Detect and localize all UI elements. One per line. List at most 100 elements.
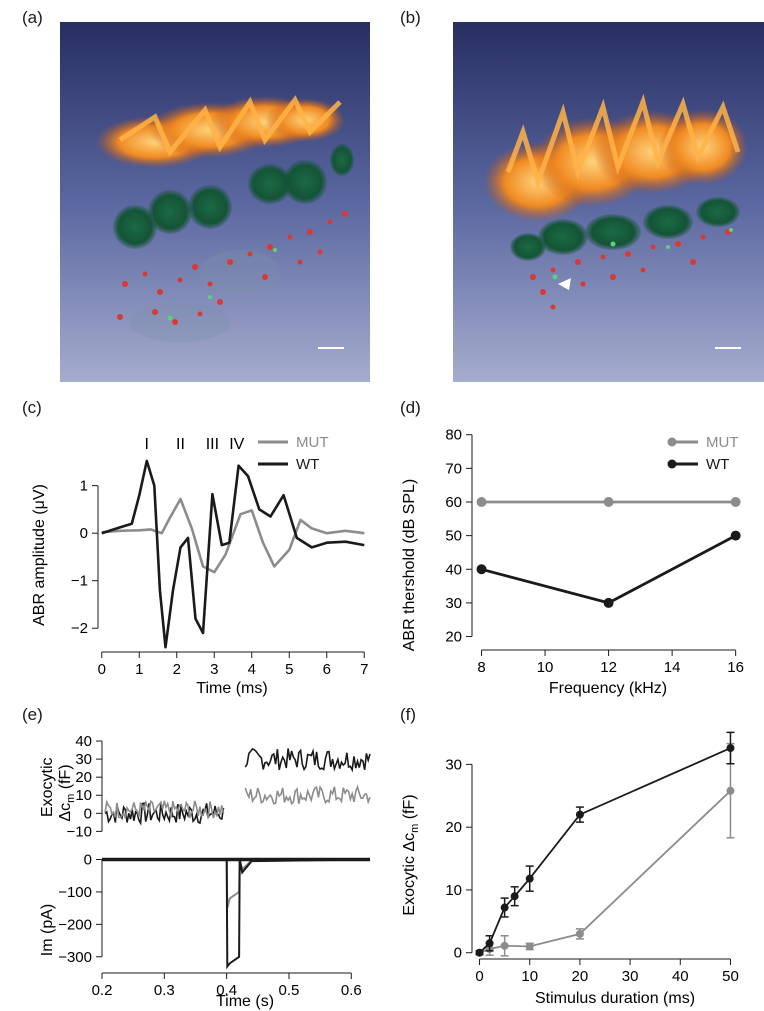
x-tick-label: 1 [135, 661, 143, 678]
data-point [730, 497, 741, 507]
legend-label: WT [706, 456, 729, 473]
chart-d: 20 30 40 50 60 70 80 8 10 12 14 16 MUT WT Frequency … [401, 427, 744, 697]
y-tick-label: −10 [67, 823, 92, 840]
data-point [603, 497, 614, 507]
y-tick-label: 40 [75, 733, 92, 750]
micrograph-a [60, 22, 370, 382]
legend-label: MUT [706, 434, 739, 451]
ribbon-puncta-b [552, 228, 733, 280]
capacitance-trace [104, 799, 225, 819]
panel-label-a: (a) [22, 8, 43, 27]
y-tick-label: 10 [75, 787, 92, 804]
current-trace [102, 858, 371, 909]
data-point [525, 942, 534, 951]
data-point [726, 744, 735, 753]
x-tick-label: 10 [537, 659, 554, 676]
data-point [500, 941, 509, 950]
y-tick-label: 1 [80, 478, 88, 495]
data-point [575, 810, 584, 819]
x-tick-label: 10 [521, 968, 538, 985]
data-point [510, 892, 519, 901]
y-tick-label: 70 [445, 460, 462, 477]
chart-d-xlabel: Frequency (kHz) [549, 680, 667, 697]
x-tick-label: 30 [622, 968, 639, 985]
panel-label-d: (d) [400, 398, 421, 417]
panel-label-f: (f) [400, 705, 417, 724]
data-point [500, 903, 509, 912]
y-tick-label: 80 [445, 427, 462, 444]
x-tick-label: 8 [477, 659, 485, 676]
chart-f: 0 10 20 30 0 10 20 30 40 50 Stimulus duration (ms… [401, 731, 739, 1007]
data-point [730, 530, 741, 541]
data-point [476, 564, 487, 575]
y-tick-label: 0 [84, 851, 92, 868]
y-tick-label: 40 [445, 561, 462, 578]
x-tick-label: 0.5 [279, 982, 300, 999]
y-tick-label: 60 [445, 494, 462, 511]
x-tick-label: 4 [248, 661, 256, 678]
series-mut [101, 497, 365, 574]
chart-e-top-ylabel: Exocytic Δcm (fF) [39, 753, 77, 822]
synapse-puncta-b [530, 229, 731, 310]
x-tick-label: 2 [173, 661, 181, 678]
duration-series [479, 790, 732, 954]
data-point [485, 939, 494, 948]
data-point [726, 786, 735, 795]
chart-f-ylabel: Exocytic Δcm (fF) [401, 794, 421, 915]
x-tick-label: 12 [600, 659, 617, 676]
current-trace [102, 858, 371, 970]
y-tick-label: −100 [58, 884, 92, 901]
x-tick-label: 14 [664, 659, 681, 676]
capacitance-trace [104, 801, 225, 826]
series-wt [101, 459, 365, 649]
chart-e-bottom-ylabel: Im (pA) [39, 904, 56, 956]
chart-c-ylabel: ABR amplitude (μV) [31, 484, 48, 626]
y-tick-label: 20 [75, 769, 92, 786]
legend-marker [667, 437, 677, 447]
hair-cell-band-b [483, 93, 748, 222]
peak-label: I [145, 436, 149, 453]
y-tick-label: 30 [75, 751, 92, 768]
x-tick-label: 3 [210, 661, 218, 678]
chart-d-ylabel: ABR thershold (dB SPL) [401, 479, 418, 652]
y-tick-label: 30 [445, 756, 462, 773]
peak-label: II [176, 436, 185, 453]
ribbon-puncta-a [167, 248, 277, 321]
series-wt [481, 534, 737, 605]
capacitance-trace [244, 747, 371, 773]
y-tick-label: 0 [80, 525, 88, 542]
x-tick-label: 0.6 [341, 982, 362, 999]
panel-label-e: (e) [22, 705, 43, 724]
y-tick-label: −1 [71, 573, 88, 590]
x-tick-label: 40 [672, 968, 689, 985]
x-tick-label: 16 [727, 659, 744, 676]
scale-bar-b [715, 347, 741, 349]
y-tick-label: 0 [454, 945, 462, 962]
y-tick-label: −300 [58, 949, 92, 966]
data-point [575, 929, 584, 938]
chart-e-xlabel: Time (s) [216, 993, 274, 1010]
chart-c-xlabel: Time (ms) [196, 680, 267, 697]
y-tick-label: 20 [445, 819, 462, 836]
x-tick-label: 50 [722, 968, 739, 985]
data-point [475, 948, 484, 957]
panel-label-b: (b) [400, 8, 421, 27]
legend-marker [667, 459, 677, 469]
x-tick-label: 6 [323, 661, 331, 678]
synapse-puncta-a [117, 211, 348, 325]
peak-label: IV [229, 436, 244, 453]
legend-label: WT [296, 456, 319, 473]
y-tick-label: 0 [84, 805, 92, 822]
data-point [476, 497, 487, 507]
nerve-terminals-b [510, 197, 740, 261]
x-tick-label: 0.4 [216, 982, 237, 999]
chart-f-xlabel: Stimulus duration (ms) [535, 990, 695, 1007]
peak-label: III [206, 436, 219, 453]
x-tick-label: 0.2 [92, 982, 113, 999]
x-tick-label: 20 [572, 968, 589, 985]
x-tick-label: 0 [475, 968, 483, 985]
y-tick-label: 10 [445, 882, 462, 899]
panel-label-c: (c) [22, 398, 42, 417]
